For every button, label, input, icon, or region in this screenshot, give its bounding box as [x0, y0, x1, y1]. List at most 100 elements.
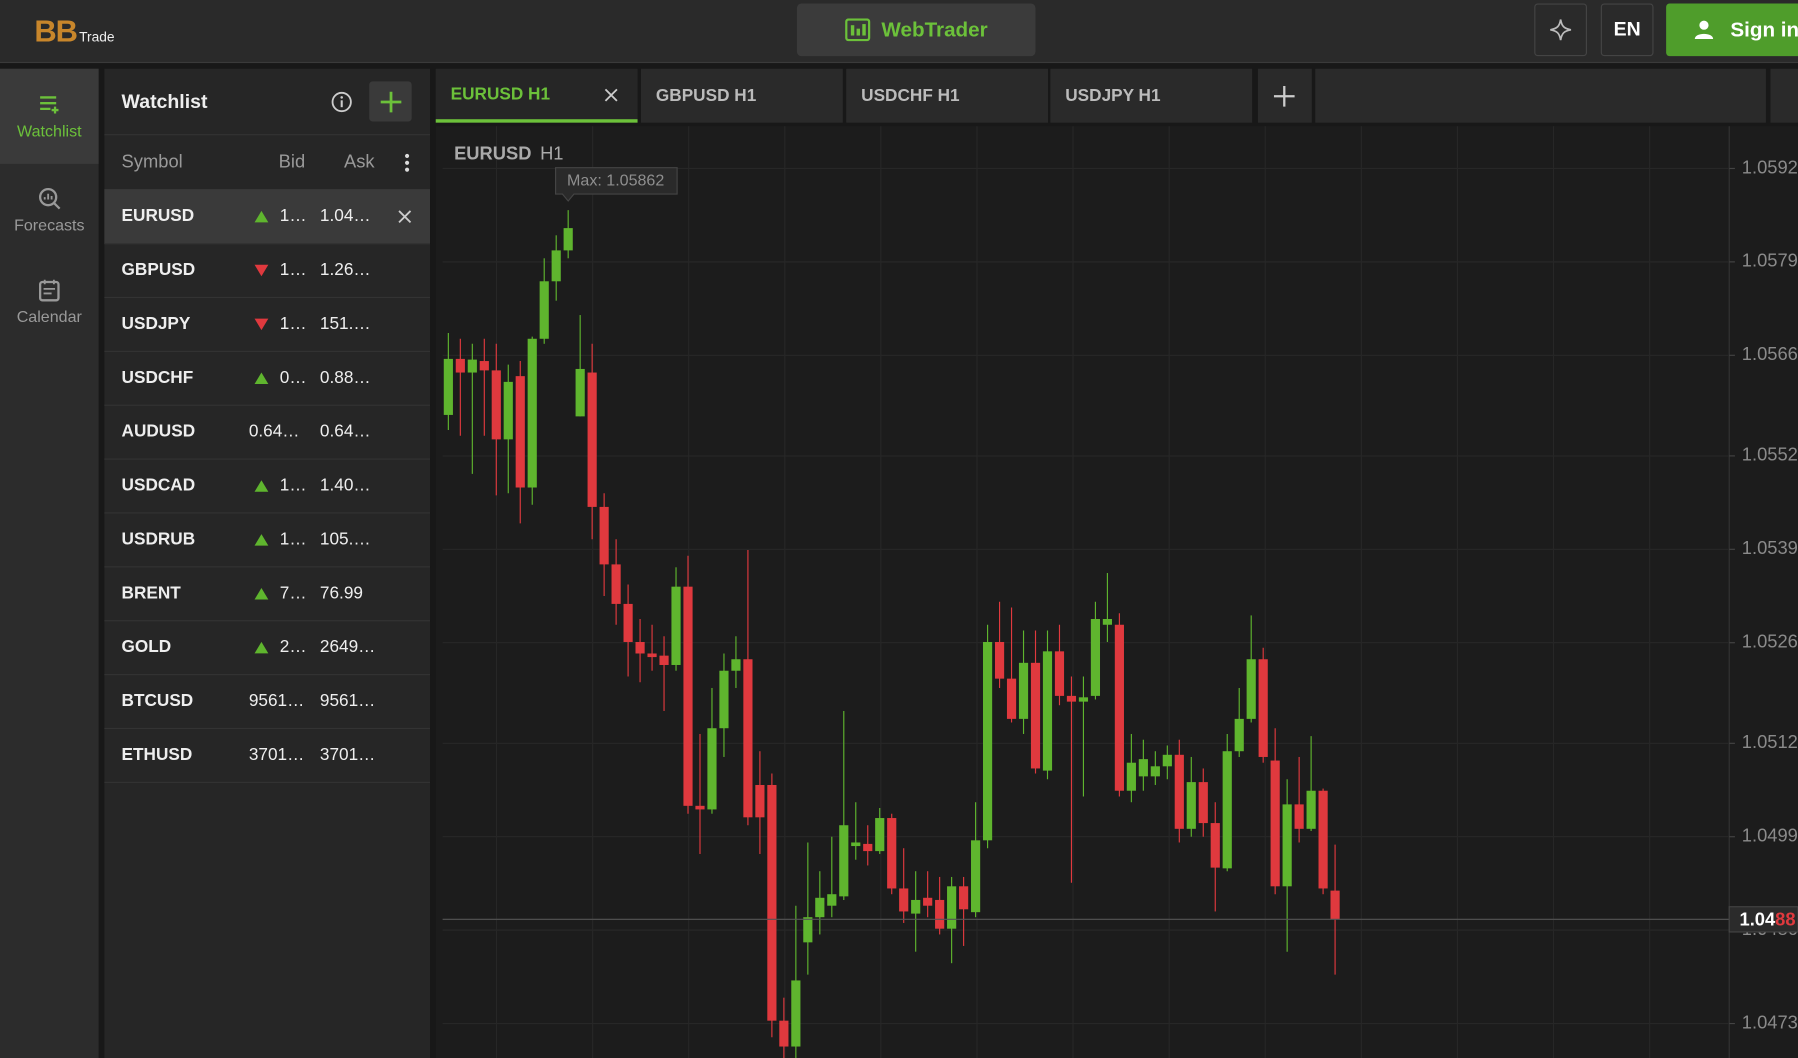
theme-button[interactable] [1534, 3, 1588, 57]
chart: EURUSD H1 1.0592 1.0579 1.0566 1.0552 1.0539… [435, 126, 1798, 1058]
watchlist-row[interactable]: USDCAD 1… 1.40… [104, 459, 431, 514]
candle-body [971, 840, 981, 913]
arrow-up [254, 480, 269, 492]
arrow-up [254, 588, 269, 600]
info-icon[interactable] [330, 91, 353, 114]
candle-body [1102, 619, 1112, 625]
candle-body [935, 899, 945, 929]
close-tab[interactable] [604, 88, 618, 102]
plus-icon [1273, 85, 1295, 107]
candle-body [563, 228, 573, 251]
watchlist-header: Watchlist [104, 69, 430, 134]
menu-icon[interactable] [402, 152, 411, 173]
watchlist-row[interactable]: USDRUB 1… 105.… [104, 512, 431, 568]
candle-body [827, 894, 837, 906]
ask: 1.40… [319, 475, 371, 496]
candle-body [1162, 754, 1172, 767]
bid: 7… [279, 583, 307, 603]
symbol: USDRUB [121, 529, 196, 550]
sidebar-item[interactable]: Watchlist [0, 68, 99, 164]
chart-tab[interactable]: USDJPY H1 [1050, 68, 1253, 123]
sign-in-label: Sign in [1730, 17, 1798, 41]
watchlist-row[interactable]: USDJPY 1… 151.… [104, 297, 431, 352]
watchlist-row[interactable]: ETHUSD 3701… 3701… [104, 728, 431, 783]
candle-body [791, 980, 801, 1047]
symbol: USDCAD [121, 475, 196, 496]
y-tick-label: 1.0579 [1742, 250, 1798, 271]
symbol: BRENT [121, 583, 181, 603]
watchlist-row[interactable]: GOLD 2… 2649… [104, 620, 431, 676]
candle-body [707, 728, 717, 810]
arrow-shape [254, 480, 269, 492]
candle-body [1294, 804, 1304, 829]
candle-body [803, 917, 813, 943]
candle-body [1186, 782, 1196, 829]
candle-body [743, 659, 753, 818]
sign-in-button[interactable]: Sign in [1666, 3, 1798, 57]
chart-title: EURUSD [454, 143, 531, 164]
candle-body [671, 586, 681, 665]
watchlist-row[interactable]: AUDUSD 0.64… 0.64… [104, 405, 431, 460]
sidebar-item[interactable]: Forecasts [0, 164, 99, 256]
watchlist-row[interactable]: EURUSD 1… 1.04… [104, 189, 431, 245]
candle-body [1258, 659, 1268, 757]
watchlist-panel: Watchlist Symbol Bid Ask EURUSD 1… 1.04… GB… [104, 68, 431, 1058]
sidebar-icon [38, 187, 61, 209]
candle-body [695, 805, 705, 810]
ask: 0.88… [319, 367, 371, 388]
column-header: Ask [344, 152, 375, 172]
bid: 3701… [248, 745, 305, 765]
ask: 1.26… [319, 260, 371, 280]
close-icon [604, 88, 618, 102]
candle-body [755, 784, 765, 818]
watchlist-row[interactable]: GBPUSD 1… 1.26… [104, 243, 431, 299]
add-symbol-button[interactable] [369, 81, 412, 122]
watchlist-row[interactable]: BTCUSD 9561… 9561… [104, 674, 431, 730]
ask: 151.… [319, 314, 371, 334]
add-tab[interactable] [1257, 68, 1312, 123]
watchlist-row[interactable]: BRENT 7… 76.99 [104, 566, 431, 622]
ask: 76.99 [319, 583, 363, 603]
chart-tab[interactable]: USDCHF H1 [846, 68, 1049, 123]
candle-body [1078, 697, 1089, 702]
remove-button[interactable] [398, 210, 412, 224]
language-button[interactable]: EN [1600, 3, 1654, 57]
tab-label: USDCHF H1 [861, 85, 960, 106]
candle-body [779, 1020, 789, 1047]
annotation: Max: 1.05862 [567, 172, 664, 190]
arrow-shape [254, 641, 269, 654]
candle-body [1006, 678, 1017, 719]
tab-spacer [1315, 68, 1766, 123]
sidebar: Watchlist Forecasts Calendar [0, 68, 99, 1058]
symbol: GOLD [121, 637, 172, 657]
symbol: BTCUSD [121, 691, 194, 711]
symbol: ETHUSD [121, 745, 193, 765]
candle-body [923, 897, 933, 906]
candle-body [982, 641, 993, 841]
logo[interactable]: BB Trade [34, 14, 114, 50]
symbol: AUDUSD [121, 421, 196, 442]
candle-body [503, 381, 513, 440]
candle-body [1054, 651, 1065, 696]
sidebar-item[interactable]: Calendar [0, 256, 99, 348]
chart-tab[interactable]: EURUSD H1 [435, 68, 638, 123]
candle-body [767, 784, 777, 1021]
arrow-up [254, 534, 269, 546]
candle-body [1126, 762, 1136, 791]
candle-body [551, 250, 561, 282]
candle-body [647, 653, 657, 658]
bid: 9561… [248, 691, 305, 711]
candle-body [659, 655, 669, 665]
webtrader-button[interactable]: WebTrader [796, 3, 1036, 57]
watchlist-row[interactable]: USDCHF 0… 0.88… [104, 351, 431, 406]
candle-body [1030, 662, 1041, 769]
chart-tab[interactable]: GBPUSD H1 [640, 68, 843, 123]
candle-body [994, 641, 1005, 679]
webtrader-label: WebTrader [881, 17, 988, 41]
candle-body [875, 818, 885, 852]
y-tick-label: 1.0526 [1742, 631, 1798, 652]
y-tick-label: 1.0566 [1742, 343, 1798, 364]
candle-body [719, 670, 729, 729]
candle-body [947, 886, 957, 929]
